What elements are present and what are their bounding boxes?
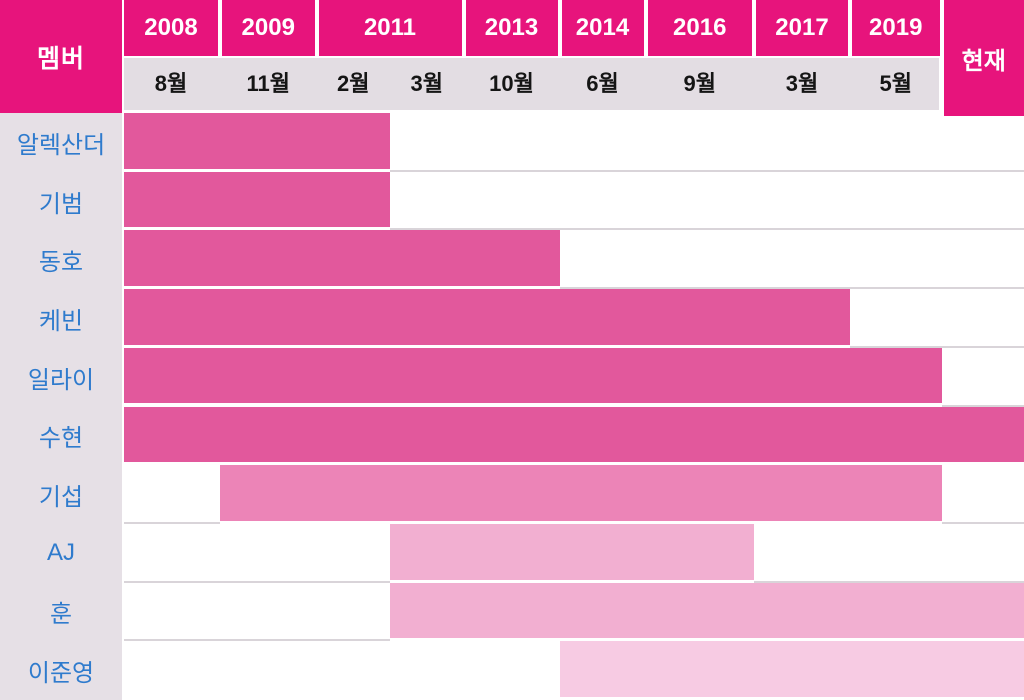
- member-name-column: [0, 113, 122, 700]
- current-column-header: 현재: [943, 0, 1024, 116]
- member-column-header-label: 멤버: [36, 44, 85, 73]
- member-name: 이준영: [27, 660, 95, 688]
- row-separator-line: [124, 521, 220, 524]
- year-header-label: 2016: [673, 14, 727, 41]
- year-header-2017: 2017: [756, 0, 848, 56]
- row-separator-line: [124, 639, 390, 642]
- year-header-2014: 2014: [561, 0, 644, 56]
- year-header-2019: 2019: [852, 0, 940, 56]
- month-label: 3월: [410, 71, 443, 96]
- row-separator-line: [390, 169, 1024, 172]
- member-name: 일라이: [27, 366, 95, 394]
- year-header-label: 2009: [241, 14, 295, 41]
- membership-bar: [390, 523, 754, 580]
- row-separator-line: [850, 345, 1024, 348]
- member-name: AJ: [46, 539, 75, 567]
- member-name: 동호: [38, 249, 84, 277]
- membership-bar: [390, 582, 1024, 639]
- month-label: 6월: [586, 71, 619, 96]
- year-header-label: 2017: [775, 14, 829, 41]
- row-separator-line: [124, 580, 390, 583]
- row-separator-line: [390, 228, 1024, 231]
- month-label: 8월: [154, 71, 188, 96]
- membership-bar: [220, 465, 942, 521]
- membership-bar: [124, 171, 390, 228]
- row-separator-line: [754, 580, 1024, 583]
- months-header-band: [124, 58, 939, 110]
- row-separator-line: [559, 287, 1024, 290]
- member-name: 수현: [38, 425, 84, 453]
- member-name: 기범: [38, 190, 84, 218]
- month-label: 10월: [489, 71, 534, 96]
- member-name: 알렉산더: [16, 131, 106, 159]
- month-label: 5월: [879, 71, 912, 96]
- membership-bar: [124, 289, 850, 345]
- year-header-2008: 2008: [124, 0, 218, 56]
- row-separator-line: [941, 521, 1024, 524]
- year-header-label: 2008: [144, 14, 198, 41]
- member-column-header: 멤버: [0, 0, 122, 113]
- membership-bar: [124, 113, 390, 169]
- year-header-2016: 2016: [647, 0, 752, 56]
- year-header-label: 2014: [575, 14, 630, 41]
- year-header-label: 2011: [363, 14, 417, 41]
- year-header-2011: 2011: [318, 0, 462, 56]
- month-label: 9월: [683, 71, 716, 96]
- membership-bar: [559, 641, 1024, 697]
- membership-bar: [124, 347, 942, 404]
- month-label: 2월: [337, 71, 370, 96]
- row-separator-line: [941, 404, 1024, 407]
- month-label: 3월: [785, 71, 819, 96]
- member-name: 케빈: [38, 307, 84, 335]
- membership-bar: [124, 230, 560, 287]
- year-header-label: 2019: [869, 14, 923, 41]
- membership-bar: [124, 406, 1024, 463]
- year-header-2009: 2009: [222, 0, 315, 56]
- month-label: 11월: [246, 71, 291, 96]
- year-header-label: 2013: [484, 14, 539, 41]
- member-name: 기섭: [38, 484, 84, 512]
- year-header-2013: 2013: [465, 0, 558, 56]
- current-column-header-label: 현재: [961, 47, 1006, 75]
- member-name: 훈: [49, 601, 73, 629]
